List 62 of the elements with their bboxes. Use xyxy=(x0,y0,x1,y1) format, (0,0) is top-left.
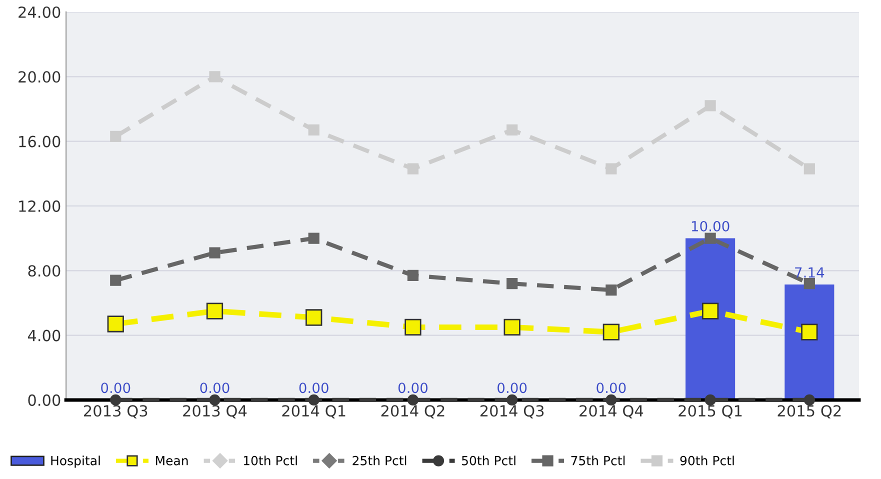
data-label: 0.00 xyxy=(596,382,626,394)
point xyxy=(404,318,422,336)
x-tick-label: 2014 Q1 xyxy=(282,405,346,418)
point xyxy=(407,163,419,174)
point xyxy=(308,232,320,244)
legend-label: 90th Pctl xyxy=(680,456,734,466)
point xyxy=(704,394,716,406)
x-tick-label: 2013 Q4 xyxy=(183,405,247,418)
point xyxy=(206,302,224,320)
point xyxy=(602,324,620,340)
y-tick-label: 24.00 xyxy=(18,6,60,18)
point xyxy=(506,278,518,290)
point xyxy=(110,394,122,406)
point xyxy=(704,100,716,112)
y-tick-label: 8.00 xyxy=(28,265,60,277)
point xyxy=(801,324,818,340)
point xyxy=(209,394,220,406)
data-label: 0.00 xyxy=(498,382,527,394)
data-label: 0.00 xyxy=(101,382,130,394)
y-tick-label: 20.00 xyxy=(18,71,60,83)
x-tick-label: 2015 Q1 xyxy=(678,405,742,418)
point xyxy=(804,394,815,406)
y-tick-label: 16.00 xyxy=(19,136,60,148)
point xyxy=(308,124,320,136)
point xyxy=(606,284,617,296)
data-label: 0.00 xyxy=(398,382,428,394)
x-tick-label: 2014 Q4 xyxy=(580,405,644,418)
legend-label: Mean xyxy=(156,456,188,466)
point xyxy=(209,247,220,258)
point xyxy=(407,270,419,282)
point xyxy=(606,394,617,406)
legend-label: 10th Pctl xyxy=(244,456,297,466)
point xyxy=(110,274,122,286)
legend-label: 25th Pctl xyxy=(352,456,406,466)
point xyxy=(804,163,815,174)
point xyxy=(110,130,122,142)
y-tick-label: 12.00 xyxy=(19,200,60,212)
data-label: 10.00 xyxy=(692,220,730,232)
x-tick-label: 2014 Q3 xyxy=(480,405,544,418)
point xyxy=(306,309,322,326)
data-label: 0.00 xyxy=(299,382,328,394)
point xyxy=(804,278,815,290)
point xyxy=(702,302,719,320)
x-tick-label: 2015 Q2 xyxy=(778,405,841,418)
point xyxy=(606,163,617,174)
data-label: 0.00 xyxy=(200,382,230,394)
x-tick-label: 2013 Q3 xyxy=(84,405,148,418)
y-tick-label: 4.00 xyxy=(28,330,60,342)
point xyxy=(504,318,520,336)
point xyxy=(308,394,320,406)
legend-label: Hospital xyxy=(51,456,100,468)
data-label: 7.14 xyxy=(795,267,824,278)
point xyxy=(506,394,518,406)
point xyxy=(704,232,716,244)
point xyxy=(506,124,518,136)
point xyxy=(209,71,220,82)
x-tick-label: 2014 Q2 xyxy=(381,405,444,418)
point xyxy=(107,316,124,332)
point xyxy=(407,394,419,406)
legend-label: 50th Pctl xyxy=(462,456,516,466)
y-tick-label: 0.00 xyxy=(28,394,60,406)
legend-label: 75th Pctl xyxy=(571,456,625,466)
